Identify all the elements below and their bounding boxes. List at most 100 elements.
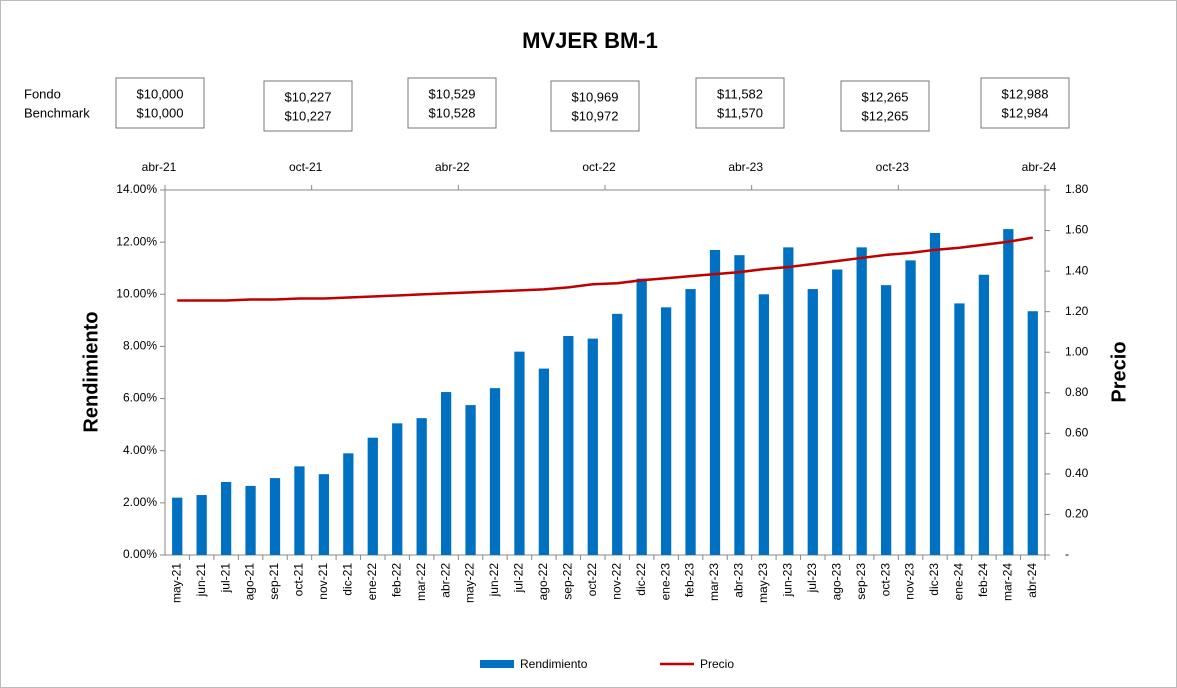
bar <box>367 437 378 555</box>
x-tick-label: abr-22 <box>438 563 452 598</box>
y-tick-label: 0.00% <box>123 547 157 561</box>
x-tick-label: sep-23 <box>854 563 868 600</box>
summary-value: $10,000 <box>137 86 184 101</box>
bar <box>392 423 403 555</box>
summary-value: $10,969 <box>572 89 619 104</box>
x-tick-label: oct-21 <box>292 563 306 597</box>
bar <box>343 453 354 555</box>
summary-value: $12,984 <box>1002 105 1049 120</box>
bar <box>758 294 770 555</box>
y2-tick-label: 1.60 <box>1065 223 1089 237</box>
summary-value: $10,000 <box>137 105 184 120</box>
bar <box>465 405 476 555</box>
top-tick-label: abr-21 <box>142 160 177 174</box>
top-tick-label: oct-22 <box>582 160 616 174</box>
y2-tick-label: 1.40 <box>1065 263 1089 277</box>
summary-value: $10,972 <box>572 108 619 123</box>
bar <box>416 418 427 555</box>
summary-value: $10,529 <box>429 86 476 101</box>
bar <box>538 368 550 555</box>
top-tick-label: abr-23 <box>728 160 763 174</box>
x-tick-label: jun-22 <box>487 563 501 598</box>
x-tick-label: sep-21 <box>267 563 281 600</box>
bar <box>514 351 525 555</box>
bar <box>172 497 183 555</box>
line <box>177 236 1033 302</box>
top-tick-label: oct-23 <box>876 160 910 174</box>
bar <box>269 478 281 555</box>
x-tick-label: feb-24 <box>976 563 990 597</box>
x-tick-label: feb-22 <box>389 563 403 597</box>
y-tick-label: 6.00% <box>123 391 157 405</box>
summary-box <box>407 77 497 129</box>
y2-tick-label: 1.00 <box>1065 344 1089 358</box>
summary-value: $12,265 <box>862 108 909 123</box>
bar <box>220 482 232 555</box>
summary-value: $10,528 <box>429 105 476 120</box>
x-tick-label: sep-22 <box>561 563 575 600</box>
bar <box>880 285 892 555</box>
bar <box>954 303 965 555</box>
top-tick-label: abr-24 <box>1022 160 1057 174</box>
x-tick-label: nov-21 <box>316 563 330 600</box>
bar <box>734 255 745 555</box>
x-tick-label: mar-22 <box>414 563 428 601</box>
x-tick-label: abr-24 <box>1025 563 1039 598</box>
summary-value: $11,570 <box>717 105 763 120</box>
x-tick-label: may-22 <box>463 563 477 603</box>
bar <box>294 466 305 555</box>
bar <box>245 485 256 555</box>
x-tick-label: dic-21 <box>341 563 355 596</box>
y2-tick-label: 0.60 <box>1065 426 1089 440</box>
top-tick-label: abr-22 <box>435 160 470 174</box>
x-tick-label: ene-22 <box>365 563 379 601</box>
y-tick-label: 8.00% <box>123 339 157 353</box>
bar <box>929 233 941 555</box>
y2-axis-title: Precio <box>1108 341 1130 402</box>
summary-box <box>263 80 353 132</box>
x-tick-label: jul-22 <box>512 563 526 594</box>
x-tick-label: ene-23 <box>658 563 672 601</box>
top-tick-label: oct-21 <box>289 160 323 174</box>
summary-box <box>550 80 640 132</box>
y2-tick-label: 0.40 <box>1065 466 1089 480</box>
y-tick-label: 2.00% <box>123 495 157 509</box>
x-tick-label: jul-23 <box>805 563 819 594</box>
bar <box>685 289 696 555</box>
bar <box>1027 311 1038 555</box>
x-tick-label: feb-23 <box>683 563 697 597</box>
summary-box <box>840 80 930 132</box>
summary-label: Benchmark <box>24 105 90 120</box>
y2-tick-label: 1.80 <box>1065 182 1089 196</box>
y-tick-label: 14.00% <box>116 182 157 196</box>
y2-tick-label: - <box>1065 547 1069 561</box>
x-tick-label: may-21 <box>169 563 183 603</box>
legend-label: Precio <box>700 657 734 671</box>
x-tick-label: ago-23 <box>829 563 843 601</box>
bar <box>709 249 721 555</box>
legend-label: Rendimiento <box>520 657 588 671</box>
x-tick-label: dic-22 <box>634 563 648 596</box>
y2-tick-label: 0.20 <box>1065 507 1089 521</box>
bar <box>440 392 452 555</box>
bar <box>660 307 672 555</box>
y2-tick-label: 1.20 <box>1065 304 1089 318</box>
x-tick-label: jun-23 <box>781 563 795 598</box>
bar <box>856 247 867 555</box>
summary-label: Fondo <box>24 86 61 101</box>
x-tick-label: ene-24 <box>952 563 966 601</box>
y-tick-label: 4.00% <box>123 443 157 457</box>
summary-value: $12,265 <box>862 89 909 104</box>
bar <box>636 278 647 555</box>
bar <box>563 336 574 555</box>
chart-title: MVJER BM-1 <box>522 28 658 53</box>
summary-value: $10,227 <box>285 108 332 123</box>
x-tick-label: mar-24 <box>1001 563 1015 601</box>
x-tick-label: may-23 <box>756 563 770 603</box>
x-tick-label: oct-22 <box>585 563 599 597</box>
summary-box <box>980 77 1070 129</box>
bar <box>196 495 207 555</box>
summary-value: $11,582 <box>717 86 763 101</box>
x-tick-label: mar-23 <box>707 563 721 601</box>
